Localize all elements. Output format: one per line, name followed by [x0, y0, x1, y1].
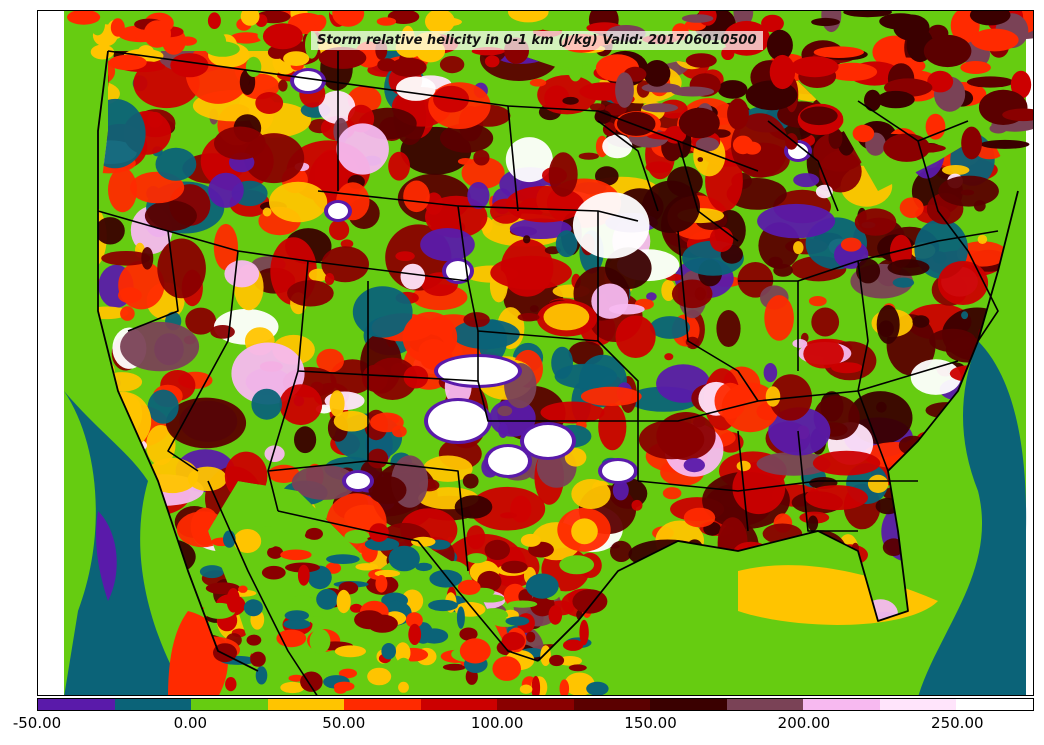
boundary-line	[597, 211, 639, 481]
colorbar-segment	[38, 699, 115, 710]
boundary-line	[267, 460, 369, 472]
boundary-line	[767, 120, 839, 212]
colorbar-segment	[956, 699, 1033, 710]
state-boundaries	[97, 50, 1019, 695]
colorbar-tick-label: -50.00	[12, 714, 62, 732]
boundary-line	[797, 430, 858, 532]
boundary-line	[677, 140, 739, 242]
colorbar-segment	[726, 699, 804, 710]
boundary-line	[857, 260, 869, 392]
colorbar	[37, 698, 1034, 711]
colorbar-tick-label: 0.00	[173, 714, 208, 732]
boundary-line	[857, 390, 889, 472]
colorbar-tick-labels: -50.00 0.00 50.00 100.00 150.00 200.00 250.00	[0, 714, 1044, 738]
boundary-line	[597, 120, 659, 212]
boundary-line	[297, 370, 598, 422]
map-panel: Storm relative helicity in 0-1 km (J/kg)…	[37, 10, 1034, 696]
boundary-line	[107, 50, 759, 172]
boundary-line	[507, 105, 519, 212]
colorbar-tick-label: 250.00	[931, 714, 984, 732]
boundary-line	[677, 230, 759, 402]
boundary-line	[127, 230, 179, 332]
colorbar-tick-label: 50.00	[322, 714, 366, 732]
colorbar-segment	[803, 699, 880, 710]
boundary-line	[367, 281, 469, 572]
coastline	[97, 50, 1019, 672]
boundary-line	[207, 480, 318, 695]
boundary-line	[917, 140, 969, 252]
colorbar-segment	[650, 699, 727, 710]
helicity-map	[38, 11, 1033, 695]
colorbar-tick-label: 100.00	[470, 714, 524, 732]
colorbar-segment	[879, 699, 957, 710]
colorbar-segment	[573, 699, 651, 710]
colorbar-tick-label: 200.00	[777, 714, 831, 732]
colorbar-segment	[114, 699, 192, 710]
boundary-line	[737, 430, 749, 532]
boundary-line	[307, 260, 599, 342]
colorbar-segment	[420, 699, 498, 710]
helicity-field	[38, 11, 1033, 695]
boundary-line	[167, 250, 239, 472]
boundary-line	[267, 260, 309, 512]
boundary-line	[277, 510, 539, 662]
colorbar-segment	[344, 699, 421, 710]
boundary-line	[637, 480, 918, 492]
map-title: Storm relative helicity in 0-1 km (J/kg)…	[311, 31, 763, 50]
colorbar-segment	[497, 699, 574, 710]
boundary-line	[967, 250, 999, 342]
colorbar-tick-label: 150.00	[624, 714, 677, 732]
colorbar-segment	[191, 699, 268, 710]
colorbar-segment	[267, 699, 345, 710]
boundary-line	[97, 210, 309, 262]
